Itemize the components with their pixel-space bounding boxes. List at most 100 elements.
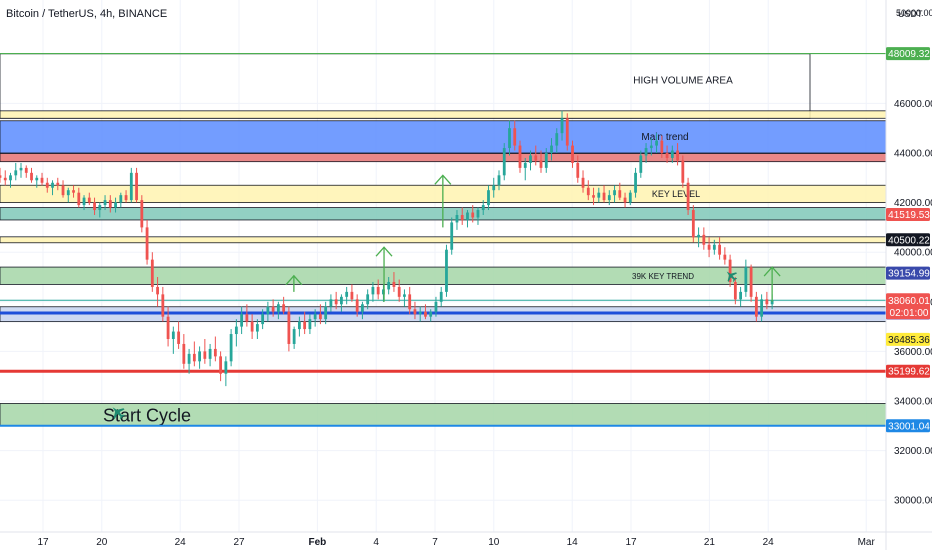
candle-body (203, 351, 207, 359)
candle-body (98, 205, 102, 211)
main-trend-zone (0, 120, 887, 154)
candle-body (361, 304, 364, 312)
candle-body (371, 286, 375, 295)
x-tick-label: 20 (96, 537, 108, 548)
candle-body (340, 296, 343, 305)
candle-body (392, 281, 396, 287)
candle-body (676, 150, 679, 161)
candle-body (166, 316, 170, 339)
candle-body (770, 300, 774, 305)
candle-body (429, 311, 433, 317)
high-volume-zone-label: HIGH VOLUME AREA (633, 76, 733, 87)
arrow-head (763, 266, 781, 277)
candle-body (255, 324, 259, 332)
price-label-text: 41519.53 (888, 210, 930, 221)
candle-body (497, 175, 501, 186)
candle-body (103, 200, 107, 206)
candle-body (733, 281, 737, 300)
candle-body (550, 145, 553, 153)
candle-body (87, 197, 91, 203)
candle-body (93, 202, 96, 211)
candle-body (376, 286, 380, 295)
candle-body (319, 314, 322, 320)
candle-body (560, 118, 564, 134)
candle-body (345, 291, 349, 297)
candle-body (72, 190, 75, 193)
candle-body (492, 185, 496, 191)
arrow-feb23 (763, 266, 781, 302)
arrow-jan31 (285, 274, 303, 292)
candle-body (502, 148, 506, 176)
candle-body (439, 291, 443, 302)
candle-body (565, 118, 569, 146)
candle-body (219, 356, 223, 374)
price-label-bg (886, 208, 930, 222)
currency-label[interactable]: USDT (898, 9, 923, 19)
trend-plane-icon (726, 271, 738, 283)
candle-body (51, 182, 54, 188)
red-band-zone (0, 153, 887, 163)
candle-body (403, 294, 406, 297)
candle-body (250, 321, 254, 332)
candle-body (24, 167, 28, 173)
candle-body (686, 182, 690, 211)
candle-body (108, 200, 112, 208)
start-cycle-zone-label: Start Cycle (103, 406, 191, 426)
candle-body (760, 299, 764, 317)
candle-body (135, 172, 138, 201)
label-39154: 39154.99 (886, 266, 930, 280)
candle-body (655, 140, 658, 146)
candle-body (213, 348, 217, 357)
candle-body (229, 334, 233, 362)
time-axis[interactable]: 17 20 24 27 Feb 4 7 10 14 17 21 24 Mar (0, 531, 932, 548)
plane-shape (112, 407, 125, 420)
plane-shape (726, 271, 738, 283)
label-40500: 40500.22 (886, 233, 930, 247)
candle-body (324, 306, 328, 320)
candle-body (192, 353, 196, 362)
label-33001: 33001.04 (886, 419, 930, 433)
y-tick-label: 30000.00 (894, 496, 932, 507)
candle-body (266, 306, 270, 315)
candle-body (424, 311, 427, 317)
candle-body (481, 205, 485, 211)
candle-body (513, 128, 517, 146)
price-label-bg (886, 332, 930, 346)
candle-body (697, 234, 700, 238)
candle-body (445, 249, 448, 292)
y-tick-label: 36000.00 (894, 347, 932, 358)
candle-body (0, 175, 2, 178)
candle-body (571, 145, 574, 163)
annotations (112, 174, 781, 420)
candle-body (754, 296, 758, 317)
candle-body (40, 177, 44, 183)
candle-body (282, 304, 286, 312)
candle-body (728, 259, 732, 282)
candle-body (387, 281, 391, 290)
candle-body (292, 329, 296, 344)
price-label-text: 48009.32 (888, 49, 930, 60)
last-price-text: 38060.01 (888, 296, 930, 307)
x-tick-label: 14 (567, 537, 579, 548)
arrow-head (434, 174, 452, 185)
candle-body (529, 155, 532, 163)
top-price-tick: 50000.00 (896, 8, 932, 18)
y-tick-label: 42000.00 (894, 198, 932, 209)
y-tick-label: 44000.00 (894, 149, 932, 160)
price-label-text: 35199.62 (888, 367, 930, 378)
candle-body (245, 314, 249, 322)
candle-body (628, 192, 632, 203)
label-36485: 36485.36 (886, 332, 930, 346)
arrow-feb7 (434, 174, 452, 228)
candle-body (665, 153, 669, 158)
candle-body (576, 162, 580, 178)
last-price-bg (886, 293, 930, 320)
candle-body (607, 195, 611, 201)
candle-body (613, 190, 616, 196)
candle-body (77, 192, 81, 206)
candle-body (198, 351, 201, 362)
candle-body (471, 212, 475, 218)
y-tick-label: 46000.00 (894, 99, 932, 110)
candle-body (749, 267, 753, 297)
